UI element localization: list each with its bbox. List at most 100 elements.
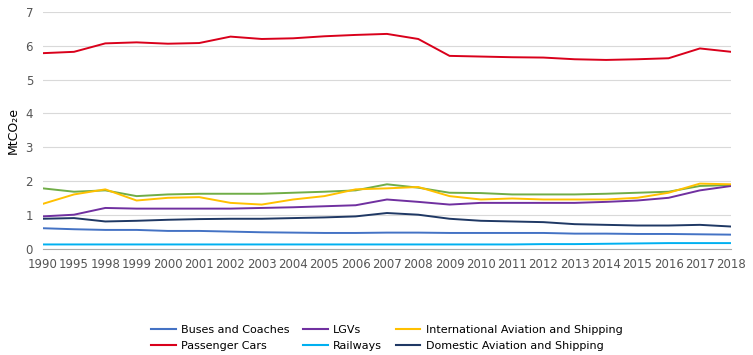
LGVs [413, 200, 422, 204]
Buses and Coaches [508, 231, 517, 235]
LGVs [132, 207, 141, 211]
Railways [288, 242, 297, 247]
LGVs [383, 197, 392, 202]
Railways [695, 241, 704, 245]
Passenger Cars [320, 34, 329, 38]
International Aviation and Shipping [445, 194, 454, 198]
Passenger Cars [727, 50, 736, 54]
Buses and Coaches [320, 231, 329, 235]
HGVs [508, 192, 517, 197]
LGVs [695, 188, 704, 192]
Buses and Coaches [226, 229, 235, 234]
Railways [539, 242, 548, 246]
Buses and Coaches [539, 231, 548, 235]
Domestic Aviation and Shipping [383, 211, 392, 215]
Line: Buses and Coaches: Buses and Coaches [43, 228, 731, 235]
Domestic Aviation and Shipping [508, 219, 517, 224]
Line: LGVs: LGVs [43, 186, 731, 217]
HGVs [539, 192, 548, 197]
HGVs [664, 190, 673, 194]
Domestic Aviation and Shipping [664, 223, 673, 228]
LGVs [163, 207, 172, 211]
Railways [163, 242, 172, 247]
Railways [413, 242, 422, 247]
International Aviation and Shipping [288, 197, 297, 202]
HGVs [288, 191, 297, 195]
International Aviation and Shipping [101, 187, 110, 191]
Railways [477, 242, 486, 247]
Buses and Coaches [69, 227, 78, 231]
International Aviation and Shipping [664, 191, 673, 195]
Passenger Cars [445, 54, 454, 58]
Y-axis label: MtCO₂e: MtCO₂e [7, 107, 20, 154]
HGVs [226, 192, 235, 196]
Railways [508, 242, 517, 247]
Railways [727, 241, 736, 245]
Passenger Cars [539, 55, 548, 60]
Passenger Cars [570, 57, 579, 61]
Railways [258, 242, 267, 247]
HGVs [69, 190, 78, 194]
Railways [633, 241, 642, 246]
HGVs [633, 191, 642, 195]
LGVs [602, 200, 611, 204]
International Aviation and Shipping [226, 201, 235, 205]
HGVs [258, 192, 267, 196]
HGVs [727, 183, 736, 187]
Domestic Aviation and Shipping [570, 222, 579, 226]
HGVs [383, 182, 392, 186]
Passenger Cars [477, 54, 486, 59]
International Aviation and Shipping [477, 197, 486, 202]
Domestic Aviation and Shipping [258, 217, 267, 221]
Passenger Cars [69, 50, 78, 54]
Domestic Aviation and Shipping [727, 224, 736, 229]
Passenger Cars [351, 33, 360, 37]
HGVs [695, 184, 704, 188]
Domestic Aviation and Shipping [163, 218, 172, 222]
HGVs [38, 186, 47, 191]
HGVs [132, 194, 141, 198]
Passenger Cars [602, 58, 611, 62]
Line: Domestic Aviation and Shipping: Domestic Aviation and Shipping [43, 213, 731, 226]
Buses and Coaches [195, 229, 204, 233]
International Aviation and Shipping [413, 185, 422, 189]
LGVs [445, 202, 454, 207]
Railways [195, 242, 204, 247]
HGVs [320, 190, 329, 194]
Railways [351, 242, 360, 247]
Domestic Aviation and Shipping [288, 216, 297, 220]
Passenger Cars [195, 41, 204, 45]
Railways [226, 242, 235, 247]
Buses and Coaches [413, 230, 422, 235]
International Aviation and Shipping [132, 198, 141, 203]
Passenger Cars [288, 36, 297, 40]
Passenger Cars [633, 57, 642, 61]
LGVs [351, 203, 360, 207]
Buses and Coaches [695, 232, 704, 236]
Railways [132, 242, 141, 247]
Buses and Coaches [101, 228, 110, 232]
Railways [445, 242, 454, 247]
LGVs [195, 207, 204, 211]
International Aviation and Shipping [727, 182, 736, 186]
Buses and Coaches [570, 231, 579, 236]
International Aviation and Shipping [383, 186, 392, 191]
HGVs [413, 186, 422, 190]
Domestic Aviation and Shipping [195, 217, 204, 221]
HGVs [445, 191, 454, 195]
International Aviation and Shipping [602, 197, 611, 202]
LGVs [101, 206, 110, 210]
International Aviation and Shipping [38, 202, 47, 206]
Buses and Coaches [132, 228, 141, 232]
Line: Railways: Railways [43, 243, 731, 245]
LGVs [226, 207, 235, 211]
LGVs [570, 201, 579, 205]
Buses and Coaches [477, 231, 486, 235]
International Aviation and Shipping [195, 195, 204, 199]
Domestic Aviation and Shipping [695, 223, 704, 227]
Domestic Aviation and Shipping [477, 219, 486, 223]
Buses and Coaches [445, 231, 454, 235]
Passenger Cars [508, 55, 517, 59]
Domestic Aviation and Shipping [101, 219, 110, 224]
Passenger Cars [163, 42, 172, 46]
